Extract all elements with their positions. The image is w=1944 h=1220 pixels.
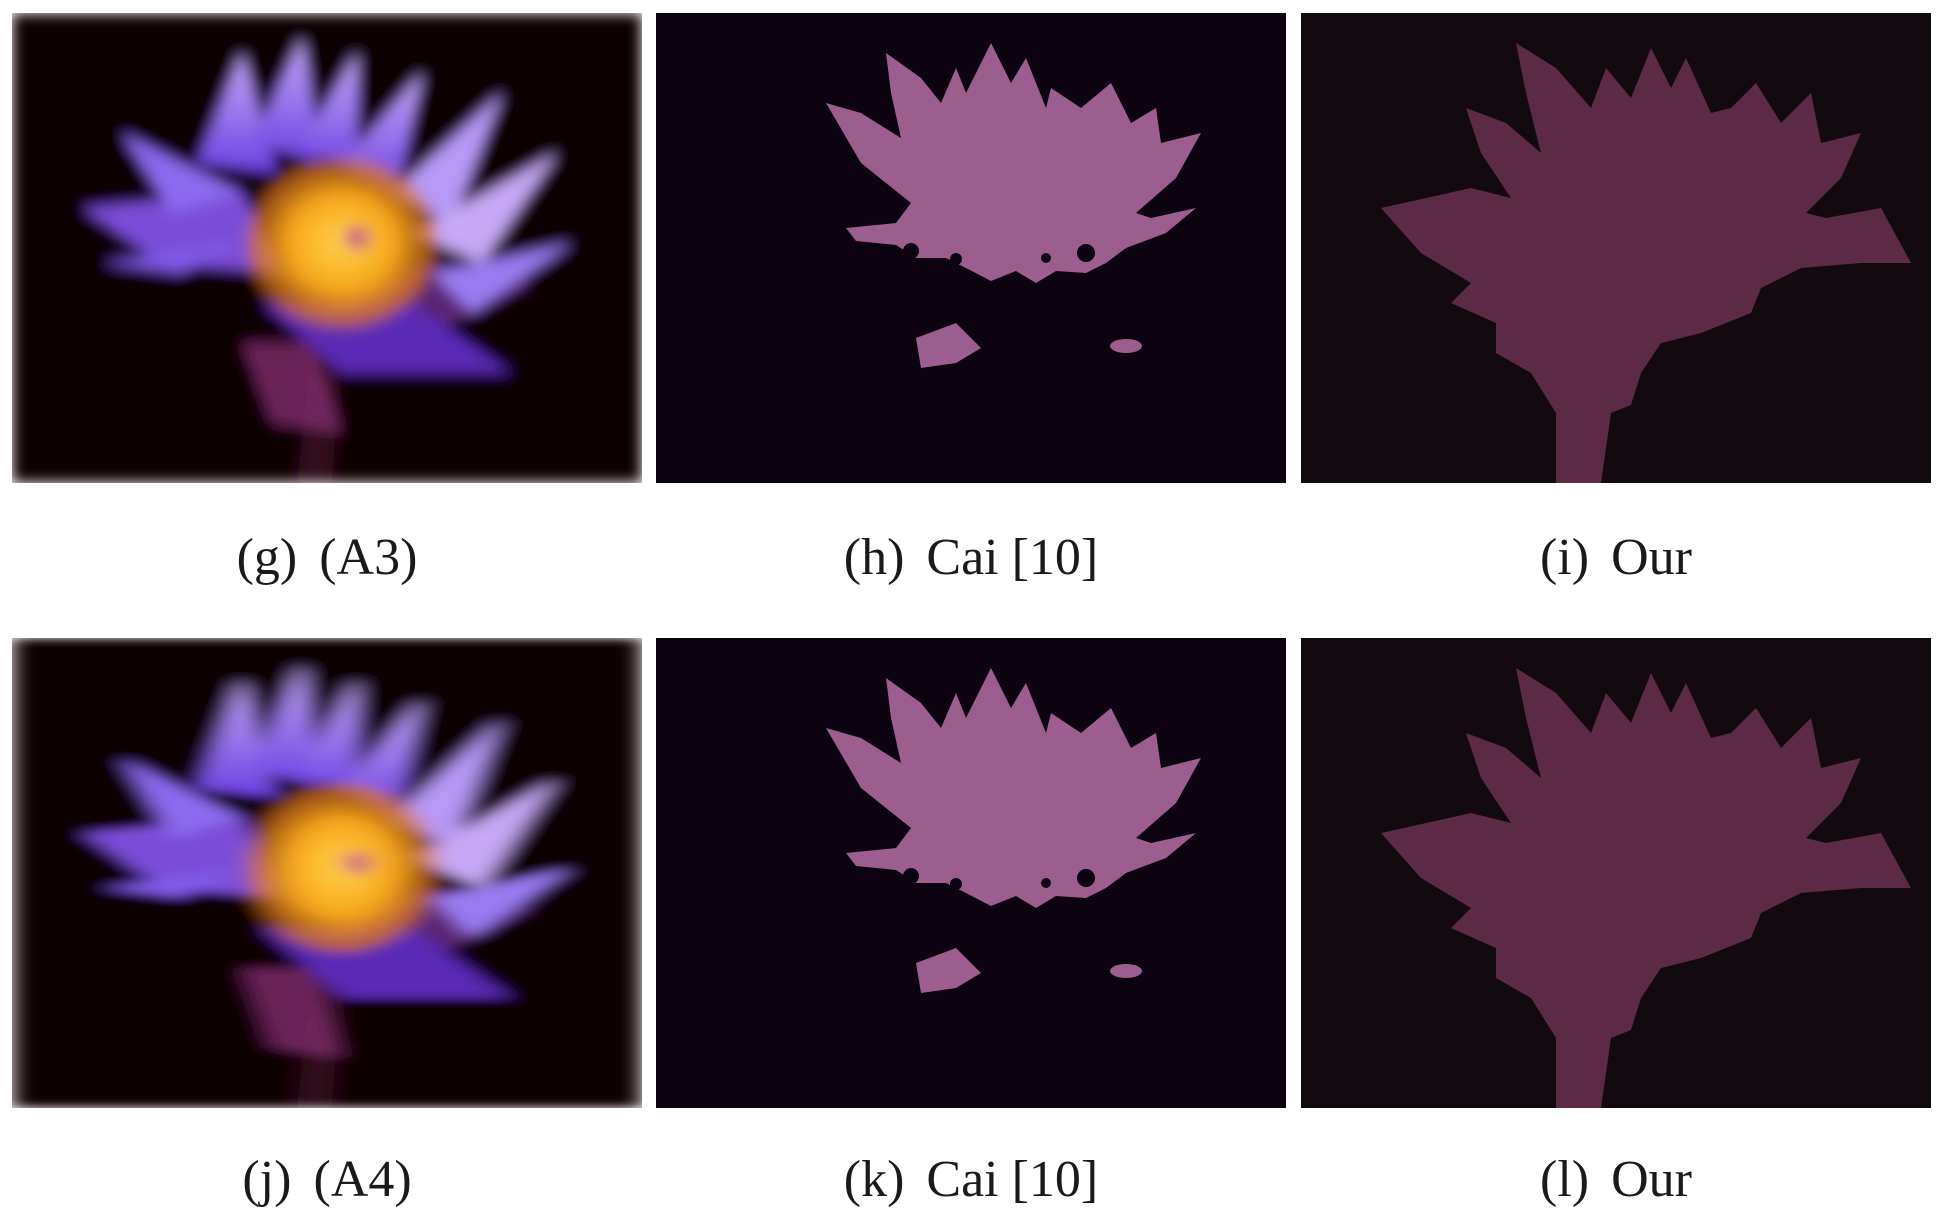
flower-photo-a4 xyxy=(12,638,642,1108)
caption-k: (k) Cai [10] xyxy=(656,1150,1286,1210)
caption-j: (j) (A4) xyxy=(12,1150,642,1210)
segmentation-mask-cai xyxy=(656,638,1286,1108)
caption-label: (A3) xyxy=(319,529,418,586)
caption-g: (g) (A3) xyxy=(12,528,642,588)
caption-label: (A4) xyxy=(313,1151,412,1208)
caption-l: (l) Our xyxy=(1301,1150,1931,1210)
caption-tag: (i) xyxy=(1540,529,1590,586)
panel-l-our-mask xyxy=(1301,638,1931,1108)
caption-tag: (g) xyxy=(236,529,298,586)
flower-photo-a3 xyxy=(12,13,642,483)
caption-tag: (h) xyxy=(843,529,905,586)
caption-h: (h) Cai [10] xyxy=(656,528,1286,588)
segmentation-mask-cai xyxy=(656,13,1286,483)
panel-h-cai-mask xyxy=(656,13,1286,483)
panel-j-blurred-photo xyxy=(12,638,642,1108)
segmentation-mask-ours xyxy=(1301,13,1931,483)
panel-k-cai-mask xyxy=(656,638,1286,1108)
caption-tag: (j) xyxy=(242,1151,292,1208)
panel-g-blurred-photo xyxy=(12,13,642,483)
caption-label: Cai [10] xyxy=(926,1151,1099,1208)
caption-label: Our xyxy=(1611,1151,1692,1208)
panel-i-our-mask xyxy=(1301,13,1931,483)
caption-i: (i) Our xyxy=(1301,528,1931,588)
caption-tag: (l) xyxy=(1540,1151,1590,1208)
segmentation-mask-ours xyxy=(1301,638,1931,1108)
caption-label: Our xyxy=(1611,529,1692,586)
caption-label: Cai [10] xyxy=(926,529,1099,586)
caption-tag: (k) xyxy=(843,1151,905,1208)
